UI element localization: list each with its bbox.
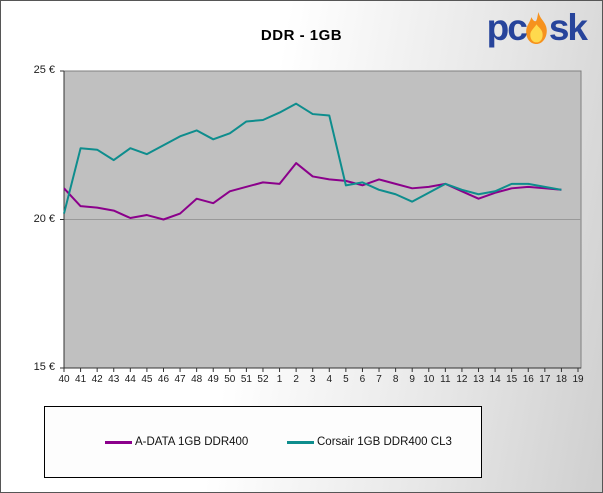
chart-title: DDR - 1GB bbox=[260, 27, 343, 44]
x-tick-label: 7 bbox=[376, 374, 382, 385]
x-tick-label: 48 bbox=[191, 374, 203, 385]
legend: A-DATA 1GB DDR400 Corsair 1GB DDR400 CL3 bbox=[44, 406, 482, 478]
x-tick-label: 16 bbox=[522, 374, 534, 385]
plot-area bbox=[60, 70, 582, 372]
x-tick-label: 1 bbox=[276, 374, 283, 385]
x-tick-label: 42 bbox=[91, 374, 103, 385]
legend-entry: A-DATA 1GB DDR400 bbox=[105, 436, 248, 448]
y-tick-label: 20 € bbox=[33, 212, 55, 225]
x-tick-label: 51 bbox=[240, 374, 252, 385]
x-tick-label: 49 bbox=[207, 374, 219, 385]
x-tick-label: 44 bbox=[124, 374, 136, 385]
legend-entry: Corsair 1GB DDR400 CL3 bbox=[287, 436, 452, 448]
x-tick-label: 43 bbox=[108, 374, 120, 385]
x-tick-label: 9 bbox=[409, 374, 415, 385]
legend-line-swatch bbox=[287, 440, 314, 444]
x-tick-label: 6 bbox=[359, 374, 366, 385]
x-tick-label: 41 bbox=[75, 374, 87, 385]
legend-label: Corsair 1GB DDR400 CL3 bbox=[317, 436, 452, 448]
x-tick-label: 46 bbox=[157, 374, 170, 385]
legend-label: A-DATA 1GB DDR400 bbox=[135, 436, 249, 448]
x-tick-label: 13 bbox=[472, 374, 485, 385]
x-tick-label: 4 bbox=[326, 374, 333, 385]
x-tick-label: 18 bbox=[555, 374, 567, 385]
legend-line-swatch bbox=[105, 440, 132, 444]
x-tick-label: 2 bbox=[293, 374, 299, 385]
y-tick-label: 15 € bbox=[33, 361, 55, 373]
x-tick-label: 45 bbox=[141, 374, 153, 385]
x-tick-label: 12 bbox=[456, 374, 468, 385]
x-tick-label: 50 bbox=[224, 374, 236, 385]
logo-text-pc: pc bbox=[486, 7, 528, 48]
x-tick-label: 8 bbox=[392, 374, 399, 385]
pcsk-logo: pc sk bbox=[486, 7, 588, 51]
x-tick-label: 5 bbox=[343, 374, 349, 385]
x-tick-label: 14 bbox=[489, 374, 501, 385]
logo-text-sk: sk bbox=[548, 7, 588, 48]
x-tick-label: 3 bbox=[309, 374, 316, 385]
x-tick-label: 47 bbox=[174, 374, 186, 385]
x-tick-label: 10 bbox=[423, 374, 435, 385]
x-tick-label: 15 bbox=[506, 374, 518, 385]
x-tick-label: 40 bbox=[58, 374, 70, 385]
flame-icon bbox=[526, 11, 547, 44]
x-tick-label: 52 bbox=[257, 374, 269, 385]
y-tick-label: 25 € bbox=[33, 64, 55, 76]
x-tick-label: 17 bbox=[539, 374, 551, 385]
x-tick-label: 11 bbox=[440, 374, 451, 385]
x-tick-label: 19 bbox=[572, 374, 584, 385]
